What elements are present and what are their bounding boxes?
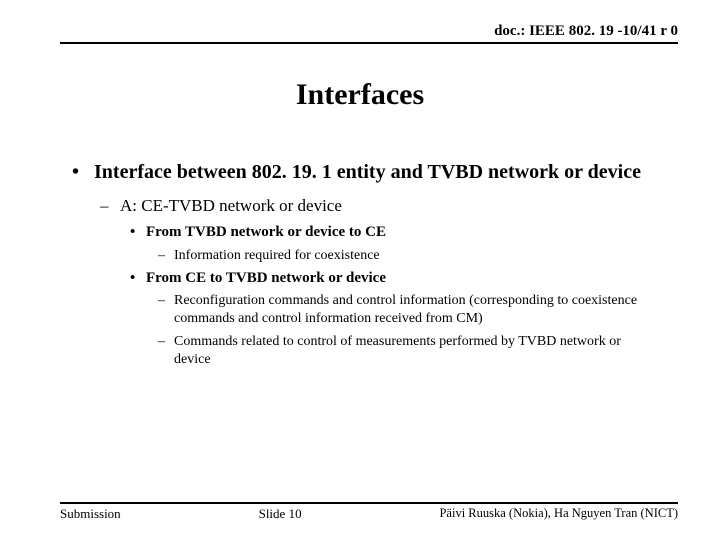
bullet-level1: Interface between 802. 19. 1 entity and …	[72, 160, 660, 185]
slide-content: Interface between 802. 19. 1 entity and …	[72, 160, 660, 373]
bullet-level2: A: CE-TVBD network or device	[100, 195, 660, 217]
footer-center: Slide 10	[121, 506, 440, 522]
bullet-level4: Information required for coexistence	[158, 247, 650, 265]
bullet-level4: Commands related to control of measureme…	[158, 333, 650, 369]
bullet-level3: From CE to TVBD network or device	[130, 269, 660, 289]
bullet-level3: From TVBD network or device to CE	[130, 223, 660, 243]
slide-title: Interfaces	[0, 78, 720, 112]
footer-right: Päivi Ruuska (Nokia), Ha Nguyen Tran (NI…	[439, 506, 678, 521]
footer-bar: Submission Slide 10 Päivi Ruuska (Nokia)…	[60, 502, 678, 522]
footer-left: Submission	[60, 506, 121, 522]
bullet-level4: Reconfiguration commands and control inf…	[158, 292, 650, 328]
doc-id: doc.: IEEE 802. 19 -10/41 r 0	[494, 23, 678, 39]
header-bar: doc.: IEEE 802. 19 -10/41 r 0	[60, 22, 678, 44]
